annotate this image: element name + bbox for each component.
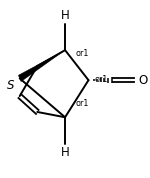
Text: H: H xyxy=(61,9,69,22)
Text: or1: or1 xyxy=(75,49,89,58)
Text: H: H xyxy=(61,146,69,159)
Text: or1: or1 xyxy=(94,75,108,84)
Text: S: S xyxy=(7,79,15,92)
Polygon shape xyxy=(18,50,65,82)
Text: or1: or1 xyxy=(75,100,89,108)
Text: O: O xyxy=(138,74,147,87)
